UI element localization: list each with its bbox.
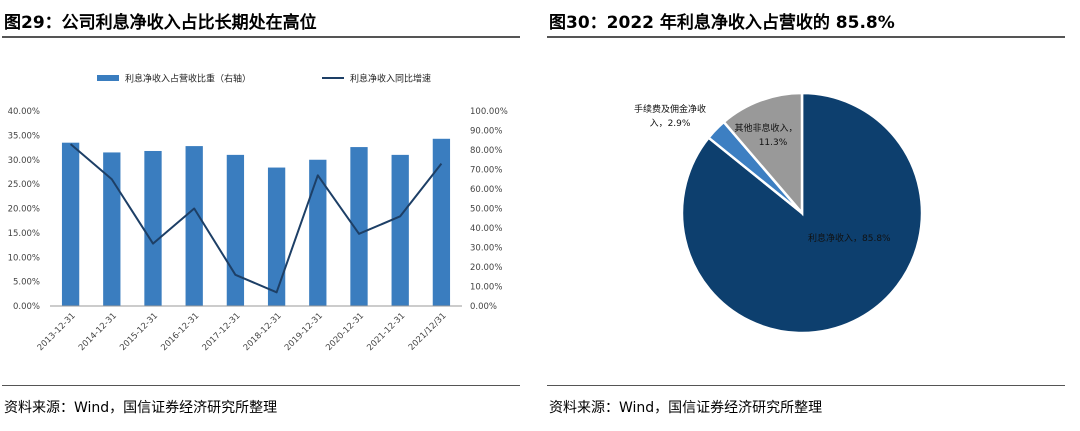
bar	[144, 150, 162, 306]
x-axis-tick-label: 2014-12-31	[77, 311, 119, 353]
bar	[350, 147, 368, 306]
legend-bar-swatch	[97, 75, 119, 81]
pie-label-other-line2: 11.3%	[759, 138, 788, 148]
left-bottom-rule	[2, 385, 520, 386]
right-axis-tick-label: 20.00%	[470, 263, 502, 273]
pie-label-other-line1: 其他非息收入，	[734, 122, 797, 134]
left-axis-tick-label: 0.00%	[13, 302, 40, 312]
left-chart-title: 图29：公司利息净收入占比长期处在高位	[4, 13, 317, 33]
left-axis-tick-label: 40.00%	[8, 107, 40, 117]
left-axis-tick-label: 25.00%	[8, 180, 40, 190]
x-axis-tick-label: 2019-12-31	[283, 311, 325, 353]
right-axis-tick-label: 60.00%	[470, 185, 502, 195]
x-axis-tick-label: 2021-12-31	[365, 311, 407, 353]
bar	[309, 159, 327, 306]
right-panel: 图30：2022 年利息净收入占营收的 85.8% 利息净收入，85.8% 手续费…	[545, 0, 1065, 431]
left-source-note: 资料来源：Wind，国信证券经济研究所整理	[4, 400, 278, 416]
right-axis-tick-label: 70.00%	[470, 166, 502, 176]
bar	[267, 167, 286, 306]
legend-bar-label: 利息净收入占营收比重（右轴）	[125, 73, 251, 85]
left-axis-tick-label: 30.00%	[8, 156, 40, 166]
x-axis-tick-label: 2016-12-31	[159, 311, 201, 353]
growth-line	[69, 143, 443, 294]
left-axis-tick-label: 10.00%	[8, 253, 40, 263]
pie-slice-other	[722, 91, 804, 217]
pie-label-fee-line1: 手续费及佣金净收	[634, 103, 706, 115]
right-chart-title: 图30：2022 年利息净收入占营收的 85.8%	[549, 13, 895, 33]
x-axis-tick-label: 2018-12-31	[242, 311, 284, 353]
left-axis-tick-label: 35.00%	[8, 131, 40, 141]
bar	[103, 152, 121, 306]
legend-line-label: 利息净收入同比增速	[350, 73, 431, 85]
x-axis-tick-label: 2020-12-31	[324, 311, 366, 353]
left-axis-tick-label: 20.00%	[8, 205, 40, 215]
right-top-rule	[547, 36, 1065, 38]
right-axis-tick-label: 30.00%	[470, 244, 502, 254]
left-axis-tick-label: 15.00%	[8, 229, 40, 239]
bar	[61, 142, 80, 306]
x-axis-tick-label: 2017-12-31	[201, 311, 243, 353]
right-axis-tick-label: 100.00%	[470, 107, 508, 117]
combo-chart: 利息净收入占营收比重（右轴） 利息净收入同比增速 0.00% 5.00% 10.00% 1…	[8, 73, 508, 354]
bar	[391, 154, 409, 306]
x-axis-tick-label: 2021/12/31	[407, 311, 449, 353]
bar	[185, 146, 203, 306]
right-axis-tick-label: 40.00%	[470, 224, 502, 234]
x-axis-tick-label: 2015-12-31	[118, 311, 160, 353]
right-axis-tick-label: 90.00%	[470, 127, 502, 137]
right-axis-tick-label: 80.00%	[470, 146, 502, 156]
right-source-note: 资料来源：Wind，国信证券经济研究所整理	[549, 400, 823, 416]
bar	[226, 154, 245, 306]
left-panel: 图29：公司利息净收入占比长期处在高位 利息净收入占营收比重（右轴） 利息净收入同…	[0, 0, 520, 431]
pie-label-interest: 利息净收入，85.8%	[808, 232, 891, 244]
right-bottom-rule	[547, 385, 1065, 386]
left-axis-tick-label: 5.00%	[13, 278, 40, 288]
pie-slice-interest	[680, 91, 924, 335]
x-axis-tick-label: 2013-12-31	[36, 311, 78, 353]
bar	[432, 138, 451, 306]
pie-label-fee-line2: 入，2.9%	[650, 118, 691, 129]
right-axis-tick-label: 50.00%	[470, 205, 502, 215]
right-axis-tick-label: 10.00%	[470, 283, 502, 293]
left-top-rule	[2, 36, 520, 38]
right-axis-tick-label: 0.00%	[470, 302, 497, 312]
